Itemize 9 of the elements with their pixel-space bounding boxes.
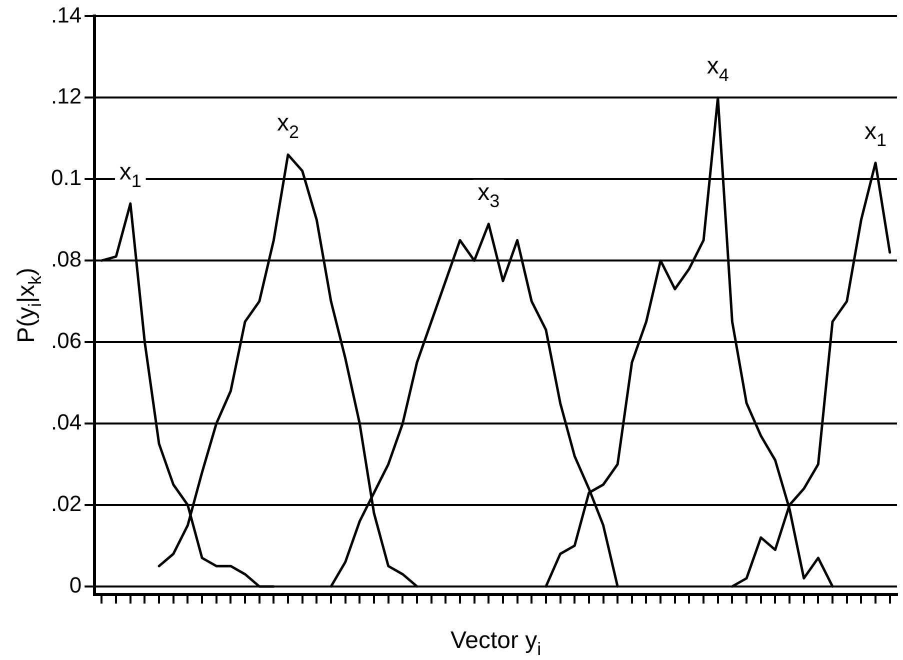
y-tick-label: 0 xyxy=(69,572,82,598)
y-tick-label: 0.1 xyxy=(50,165,82,190)
y-tick-label: .02 xyxy=(50,491,82,516)
y-tick-label: .06 xyxy=(50,328,82,354)
y-axis-title: P(yi|xk) xyxy=(13,268,46,344)
y-tick-label: .08 xyxy=(50,246,82,272)
y-tick-label: .04 xyxy=(50,410,82,435)
y-tick-label: .12 xyxy=(50,84,82,109)
y-tick-label: .14 xyxy=(50,2,82,28)
